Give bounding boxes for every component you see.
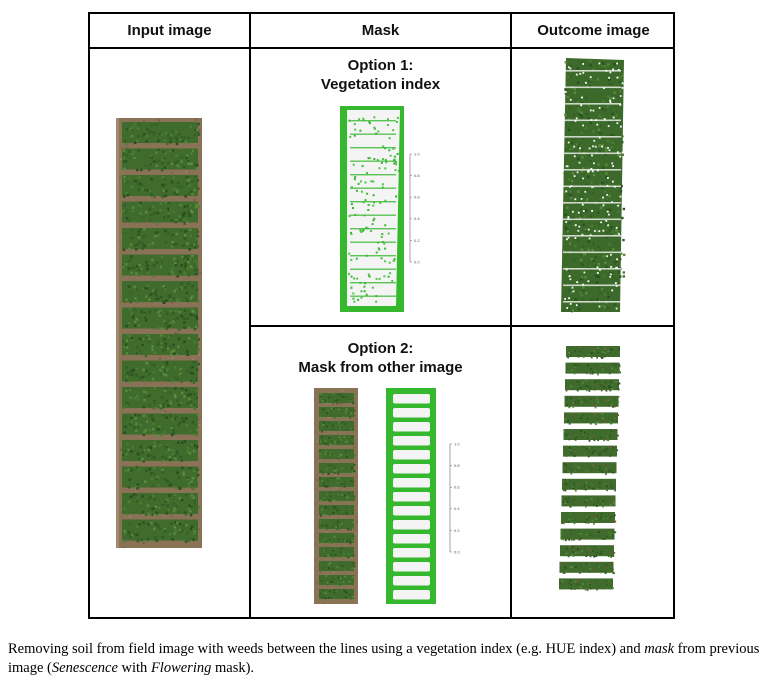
option-1-description: Vegetation index (320, 76, 441, 93)
header-input-image: Input image (127, 22, 212, 39)
scale-tick-label: 0.4 (454, 506, 460, 511)
column-divider (510, 14, 512, 617)
scale-tick-label: 0.0 (414, 259, 420, 264)
figure-table: Input image Mask Outcome image Option 1:… (88, 12, 675, 619)
scale-tick-label: 0.6 (454, 485, 460, 490)
caption-italic-flowering: Flowering (150, 660, 212, 676)
scale-tick-label: 0.6 (414, 195, 420, 200)
caption-text: mask). (211, 660, 255, 676)
row-divider (251, 325, 673, 327)
option-2-title: Option 2: Mask from other image (251, 339, 510, 377)
figure-caption: Removing soil from field image with weed… (8, 640, 768, 678)
outcome-image-option-2 (559, 346, 621, 591)
scale-tick-label: 0.8 (454, 463, 460, 468)
vegetation-index-mask-image: 1.0 0.8 0.6 0.4 0.2 0.0 (340, 106, 420, 312)
option-2-description: Mask from other image (298, 359, 463, 376)
scale-tick-label: 0.4 (414, 216, 420, 221)
caption-text: with (117, 660, 151, 676)
caption-text: Removing soil from field image with weed… (8, 641, 645, 657)
header-outcome-image: Outcome image (537, 22, 650, 39)
caption-italic-mask: mask (644, 641, 675, 657)
scale-tick-label: 1.0 (454, 441, 460, 446)
column-divider (249, 14, 251, 617)
header-divider (90, 47, 673, 49)
outcome-image-option-1 (561, 58, 626, 313)
caption-italic-senescence: Senescence (51, 660, 118, 676)
scale-tick-label: 0.2 (454, 528, 460, 533)
scale-tick-label: 0.8 (414, 173, 420, 178)
caption-text: from previous image ( (8, 641, 760, 676)
scale-tick-label: 0.2 (414, 238, 420, 243)
option-2-label: Option 2: (347, 340, 414, 357)
scale-tick-label: 1.0 (414, 151, 420, 156)
option-1-title: Option 1: Vegetation index (251, 56, 510, 94)
flowering-mask-image: 1.0 0.8 0.6 0.4 0.2 0.0 (386, 388, 460, 604)
header-mask: Mask (361, 22, 400, 39)
scale-tick-label: 0.0 (454, 549, 460, 554)
input-field-image (116, 118, 202, 548)
flowering-source-image (314, 388, 358, 604)
option-1-label: Option 1: (347, 57, 414, 74)
